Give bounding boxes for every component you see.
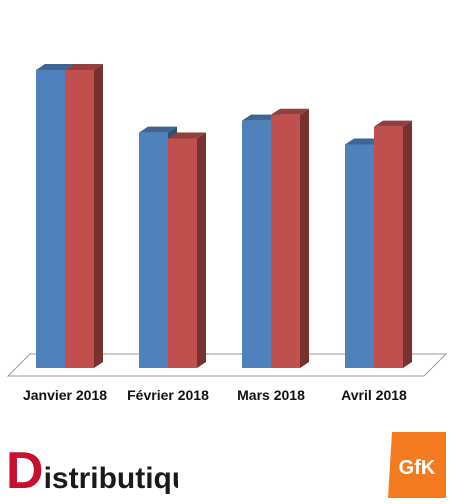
bar-top-face: [242, 114, 280, 121]
bar-2-1: [65, 64, 103, 368]
bar-front-face: [65, 70, 94, 368]
bar-top-face: [36, 64, 74, 70]
bar-front-face: [36, 70, 65, 368]
bar-top-face: [374, 120, 412, 127]
bar-side-face: [197, 132, 206, 368]
bar-top-face: [345, 138, 383, 145]
bar-side-face: [94, 64, 103, 368]
category-label-avril: Avril 2018: [341, 387, 407, 403]
bar-2-4: [374, 120, 412, 369]
bar-front-face: [374, 126, 403, 369]
bar-series-group: [36, 64, 412, 369]
gfk-logo-shape: [388, 432, 446, 498]
bar-front-face: [271, 114, 300, 368]
bar-front-face: [168, 138, 197, 368]
chart-floor: [6, 353, 448, 377]
category-label-janvier: Janvier 2018: [23, 387, 107, 403]
bar-top-face: [139, 126, 177, 133]
gfk-logo-text: GfK: [399, 457, 436, 479]
gfk-logo: GfK: [388, 432, 446, 498]
bar-top-face: [271, 108, 309, 115]
bar-chart: Janvier 2018 Février 2018 Mars 2018 Avri…: [6, 64, 448, 403]
bar-side-face: [300, 108, 309, 368]
distributique-logo-text: Distributique: [6, 442, 178, 498]
category-labels: Janvier 2018 Février 2018 Mars 2018 Avri…: [23, 387, 407, 403]
bar-top-face: [168, 132, 206, 139]
bar-front-face: [139, 132, 168, 368]
bar-front-face: [345, 144, 374, 368]
bar-top-face: [65, 64, 103, 70]
bar-front-face: [242, 120, 271, 368]
bar-2-3: [271, 108, 309, 368]
category-label-fevrier: Février 2018: [127, 387, 209, 403]
category-label-mars: Mars 2018: [237, 387, 305, 403]
chart-floor-plane: [6, 353, 448, 377]
bar-side-face: [403, 120, 412, 369]
bar-2-2: [168, 132, 206, 368]
distributique-logo: Distributique: [6, 442, 178, 498]
